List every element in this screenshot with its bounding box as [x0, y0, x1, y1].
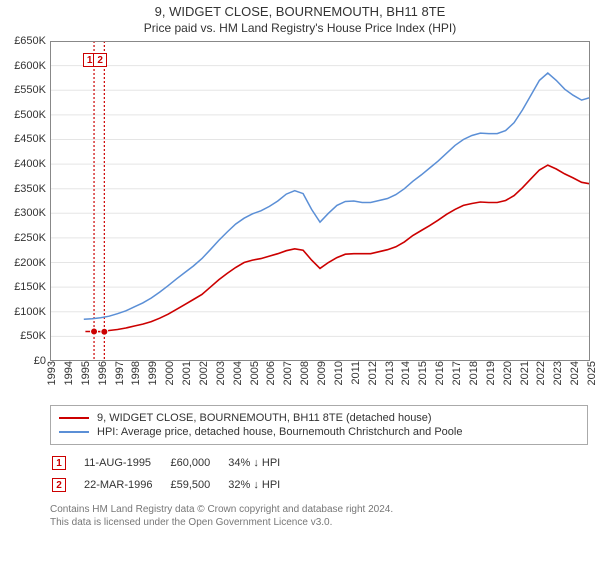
transaction-date: 11-AUG-1995 [84, 453, 168, 473]
x-tick-label: 1995 [80, 361, 92, 385]
x-tick-label: 1996 [97, 361, 109, 385]
x-tick-label: 2010 [333, 361, 345, 385]
transaction-delta: 32% ↓ HPI [228, 475, 296, 495]
legend-item: 9, WIDGET CLOSE, BOURNEMOUTH, BH11 8TE (… [59, 412, 579, 424]
legend: 9, WIDGET CLOSE, BOURNEMOUTH, BH11 8TE (… [50, 405, 588, 445]
transaction-delta: 34% ↓ HPI [228, 453, 296, 473]
x-tick-label: 2003 [215, 361, 227, 385]
marker-1 [91, 328, 98, 335]
footer-line-1: Contains HM Land Registry data © Crown c… [50, 503, 588, 516]
footer-attribution: Contains HM Land Registry data © Crown c… [50, 503, 588, 529]
legend-swatch [59, 417, 89, 419]
x-tick-label: 2001 [181, 361, 193, 385]
y-tick-label: £250K [14, 232, 46, 244]
legend-label: 9, WIDGET CLOSE, BOURNEMOUTH, BH11 8TE (… [97, 412, 432, 424]
x-tick-label: 1994 [63, 361, 75, 385]
x-tick-label: 2024 [569, 361, 581, 385]
x-tick-label: 2011 [350, 361, 362, 385]
y-tick-label: £600K [14, 60, 46, 72]
x-tick-label: 2008 [299, 361, 311, 385]
x-tick-label: 2025 [586, 361, 598, 385]
x-tick-label: 2012 [367, 361, 379, 385]
x-tick-label: 2023 [552, 361, 564, 385]
y-tick-label: £100K [14, 306, 46, 318]
x-tick-label: 2009 [316, 361, 328, 385]
series-price_paid [85, 165, 590, 332]
y-tick-label: £350K [14, 183, 46, 195]
x-tick-label: 2014 [400, 361, 412, 385]
x-tick-label: 1993 [46, 361, 58, 385]
x-tick-label: 2015 [417, 361, 429, 385]
footer-line-2: This data is licensed under the Open Gov… [50, 516, 588, 529]
transaction-price: £59,500 [170, 475, 226, 495]
marker-2 [101, 328, 108, 335]
line-chart [50, 41, 590, 361]
transaction-price: £60,000 [170, 453, 226, 473]
x-tick-label: 2013 [384, 361, 396, 385]
x-tick-label: 2004 [232, 361, 244, 385]
x-tick-label: 2006 [265, 361, 277, 385]
x-tick-label: 1999 [147, 361, 159, 385]
x-tick-label: 2020 [502, 361, 514, 385]
y-tick-label: £50K [20, 330, 46, 342]
y-tick-label: £450K [14, 133, 46, 145]
x-tick-label: 2021 [519, 361, 531, 385]
y-tick-label: £500K [14, 109, 46, 121]
chart-title: 9, WIDGET CLOSE, BOURNEMOUTH, BH11 8TE [0, 4, 600, 19]
transaction-marker: 2 [52, 478, 66, 492]
x-tick-label: 2007 [282, 361, 294, 385]
y-tick-label: £650K [14, 35, 46, 47]
legend-swatch [59, 431, 89, 433]
transactions-table: 1 11-AUG-1995£60,00034% ↓ HPI 2 22-MAR-1996… [50, 451, 298, 497]
event-label-2: 2 [93, 53, 107, 67]
x-tick-label: 2022 [535, 361, 547, 385]
transaction-row: 1 11-AUG-1995£60,00034% ↓ HPI [52, 453, 296, 473]
y-tick-label: £400K [14, 158, 46, 170]
legend-label: HPI: Average price, detached house, Bour… [97, 426, 462, 438]
x-tick-label: 2019 [485, 361, 497, 385]
y-tick-label: £200K [14, 257, 46, 269]
x-tick-label: 2005 [249, 361, 261, 385]
x-tick-label: 2000 [164, 361, 176, 385]
chart-subtitle: Price paid vs. HM Land Registry's House … [0, 21, 600, 35]
transaction-date: 22-MAR-1996 [84, 475, 168, 495]
y-tick-label: £300K [14, 207, 46, 219]
x-tick-label: 1998 [130, 361, 142, 385]
x-tick-label: 2016 [434, 361, 446, 385]
y-tick-label: £0 [34, 355, 46, 367]
x-tick-label: 2002 [198, 361, 210, 385]
chart-area: £0£50K£100K£150K£200K£250K£300K£350K£400… [50, 41, 590, 361]
legend-item: HPI: Average price, detached house, Bour… [59, 426, 579, 438]
x-tick-label: 1997 [114, 361, 126, 385]
transaction-row: 2 22-MAR-1996£59,50032% ↓ HPI [52, 475, 296, 495]
x-tick-label: 2018 [468, 361, 480, 385]
y-tick-label: £550K [14, 84, 46, 96]
x-tick-label: 2017 [451, 361, 463, 385]
transaction-marker: 1 [52, 456, 66, 470]
y-tick-label: £150K [14, 281, 46, 293]
